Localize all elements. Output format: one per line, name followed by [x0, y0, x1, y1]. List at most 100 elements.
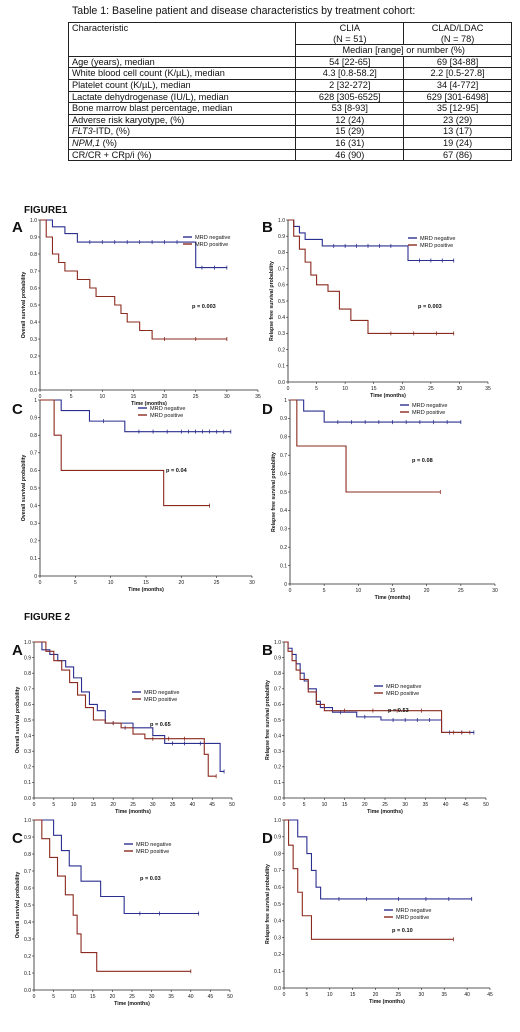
y-tick-label: 0.8: [280, 435, 287, 441]
y-tick-label: 0.1: [24, 971, 31, 977]
x-tick-label: 5: [52, 994, 55, 1000]
x-tick-label: 5: [315, 386, 318, 392]
km-line-mrd-negative: [34, 641, 225, 773]
table-row: NPM,1 (%) 16 (31) 19 (24): [67, 136, 512, 150]
y-tick-label: 0.2: [274, 765, 281, 771]
header-clia-n: (N = 51): [333, 33, 367, 44]
y-tick-label: 0.7: [274, 868, 281, 874]
y-tick-label: 0.6: [24, 886, 31, 892]
table-row: Age (years), median 54 [22-65] 69 [34-88]: [67, 55, 512, 69]
row-clad-value: 67 (86): [403, 148, 512, 162]
y-tick-label: 0.0: [274, 796, 281, 802]
row-label: CR/CR + CRp/i (%): [67, 148, 297, 162]
row-label-gene: NPM,1: [72, 137, 101, 148]
y-axis-label: Overall survival probability: [15, 687, 21, 754]
y-tick-label: 0.5: [30, 486, 37, 492]
row-clia-value: 46 (90): [295, 148, 405, 162]
p-value: p = 0.10: [392, 928, 413, 934]
y-tick-label: 0.2: [278, 347, 285, 353]
y-tick-label: 0.9: [280, 416, 287, 422]
y-tick-label: 0.3: [24, 937, 31, 943]
row-clia-value: 16 (31): [295, 136, 405, 150]
panel-letter-f1b: B: [262, 219, 273, 236]
x-tick-label: 5: [303, 802, 306, 808]
x-tick-label: 30: [149, 994, 155, 1000]
legend-label: MRD negative: [396, 908, 431, 914]
y-tick-label: 0.1: [274, 780, 281, 786]
x-tick-label: 30: [457, 386, 463, 392]
x-tick-label: 25: [396, 992, 402, 998]
x-tick-label: 15: [342, 802, 348, 808]
row-clia-value: 4.3 [0.8-58.2]: [295, 67, 405, 80]
y-tick-label: 0.5: [280, 490, 287, 496]
y-tick-label: 0.3: [280, 527, 287, 533]
row-clad-value: 13 (17): [403, 125, 512, 138]
y-tick-label: 0.0: [24, 796, 31, 802]
y-tick-label: 0.0: [24, 988, 31, 994]
x-tick-label: 30: [249, 580, 255, 586]
x-axis-label: Time (months): [375, 595, 411, 601]
row-clad-value: 23 (29): [403, 113, 512, 127]
y-tick-label: 0.3: [278, 331, 285, 337]
x-tick-label: 15: [371, 386, 377, 392]
y-tick-label: 0.9: [30, 415, 37, 421]
y-tick-label: 0.5: [278, 299, 285, 305]
y-tick-label: 0.8: [274, 671, 281, 677]
legend-label: MRD negative: [412, 403, 447, 409]
x-tick-label: 10: [100, 394, 106, 400]
y-tick-label: 0.8: [274, 851, 281, 857]
x-axis-label: Time (months): [131, 401, 167, 407]
panel-letter-f2c: C: [12, 830, 23, 847]
row-clia-value: 15 (29): [295, 125, 405, 138]
x-tick-label: 5: [74, 580, 77, 586]
y-tick-label: 0.5: [274, 718, 281, 724]
table-row: FLT3-ITD, (%) 15 (29) 13 (17): [67, 125, 512, 138]
x-tick-label: 40: [464, 992, 470, 998]
x-axis-label: Time (months): [370, 393, 406, 399]
table-header-row: Characteristic CLIA (N = 51) CLAD/LDAC (N …: [67, 21, 512, 57]
p-value: p = 0.003: [192, 304, 216, 310]
y-axis-label: Relapse free survival probability: [265, 680, 271, 760]
x-tick-label: 15: [91, 802, 97, 808]
x-tick-label: 10: [71, 802, 77, 808]
km-line-mrd-negative: [40, 399, 231, 433]
x-tick-label: 45: [208, 994, 214, 1000]
km-line-mrd-positive: [288, 219, 454, 334]
y-tick-label: 0.6: [274, 885, 281, 891]
y-tick-label: 0.8: [30, 433, 37, 439]
legend-label: MRD negative: [150, 406, 185, 412]
x-tick-label: 10: [322, 802, 328, 808]
x-tick-label: 40: [190, 802, 196, 808]
legend-label: MRD negative: [195, 235, 230, 241]
x-tick-label: 20: [424, 588, 430, 594]
x-tick-label: 0: [283, 802, 286, 808]
x-tick-label: 40: [188, 994, 194, 1000]
panel-letter-f1d: D: [262, 401, 273, 418]
y-tick-label: 0.1: [24, 780, 31, 786]
y-tick-label: 0.4: [278, 315, 285, 321]
x-tick-label: 50: [227, 994, 233, 1000]
y-tick-label: 0.3: [30, 521, 37, 527]
legend-label: MRD negative: [136, 842, 171, 848]
y-tick-label: 0.3: [274, 935, 281, 941]
legend-label: MRD positive: [386, 691, 419, 697]
x-tick-label: 0: [287, 386, 290, 392]
row-label: Platelet count (K/µL), median: [67, 78, 297, 92]
y-tick-label: 0.4: [30, 503, 37, 509]
km-line-mrd-positive: [284, 641, 470, 734]
km-chart-f1c: 00.10.20.30.40.50.60.70.80.910 5 10 15 20 25 3…: [21, 398, 255, 593]
x-tick-label: 25: [193, 394, 199, 400]
km-line-mrd-positive: [34, 819, 191, 972]
y-tick-label: 0.4: [280, 508, 287, 514]
x-tick-label: 0: [39, 580, 42, 586]
row-clia-value: 53 [8-93]: [295, 102, 405, 115]
header-clia: CLIA (N = 51): [295, 21, 405, 46]
row-clia-value: 628 [305-6525]: [295, 90, 405, 104]
panel-letter-f1a: A: [12, 219, 23, 236]
y-tick-label: 0.6: [274, 702, 281, 708]
x-tick-label: 5: [70, 394, 73, 400]
y-tick-label: 0.0: [278, 380, 285, 386]
km-line-mrd-negative: [284, 819, 472, 900]
row-clad-value: 35 [12-95]: [403, 102, 512, 115]
p-value: p = 0.03: [140, 876, 161, 882]
